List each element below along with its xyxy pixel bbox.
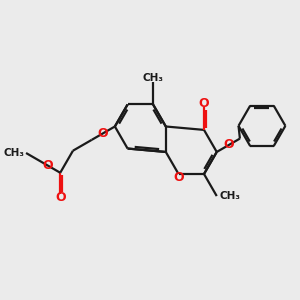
Text: CH₃: CH₃ [142, 73, 164, 83]
Text: O: O [55, 191, 65, 204]
Text: CH₃: CH₃ [3, 148, 24, 158]
Text: O: O [199, 97, 209, 110]
Text: O: O [98, 127, 108, 140]
Text: O: O [224, 139, 234, 152]
Text: CH₃: CH₃ [220, 191, 241, 201]
Text: O: O [43, 159, 53, 172]
Text: O: O [173, 171, 184, 184]
